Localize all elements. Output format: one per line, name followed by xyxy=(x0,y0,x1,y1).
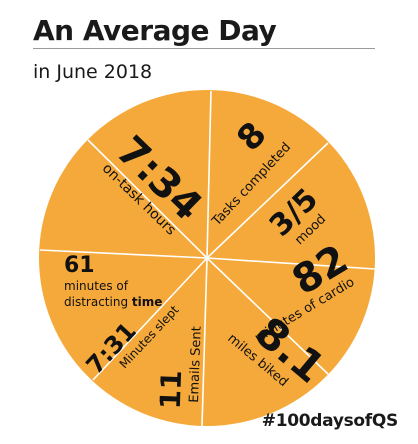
divider-line xyxy=(206,142,329,259)
stat-label-line2: distracting time xyxy=(64,295,162,309)
stat-value: 61 xyxy=(64,253,95,278)
divider-line xyxy=(87,139,208,259)
page-subtitle: in June 2018 xyxy=(33,61,153,83)
stat-label: Emails Sent xyxy=(187,326,205,403)
wheel-dividers xyxy=(39,90,376,427)
stat-distracting-time: 61 minutes of distracting time xyxy=(64,253,162,309)
divider-line xyxy=(39,249,208,259)
divider-line xyxy=(206,257,329,375)
divider-line xyxy=(206,90,212,259)
stat-emails-sent: 11 Emails Sent xyxy=(154,326,205,410)
divider-line xyxy=(92,257,208,381)
stat-label-line1: minutes of xyxy=(64,279,129,293)
page-title: An Average Day xyxy=(33,14,277,47)
divider-line xyxy=(206,257,376,270)
hashtag: #100daysofQS xyxy=(261,411,399,431)
stat-value: 11 xyxy=(154,370,188,410)
title-divider xyxy=(33,48,375,49)
divider-line xyxy=(201,257,208,427)
